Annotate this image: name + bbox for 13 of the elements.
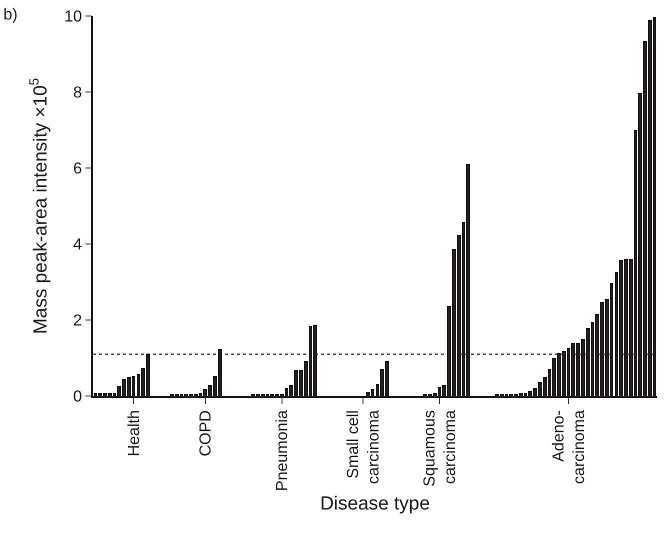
x-tick-label: Adeno- carcinoma <box>550 410 588 484</box>
chart-title: b) <box>3 6 18 24</box>
y-tick-label: 0 <box>73 388 82 406</box>
x-tick-label: Pneumonia <box>274 410 291 492</box>
y-tick-label: 4 <box>73 236 82 254</box>
x-axis-title: Disease type <box>320 493 430 514</box>
y-tick-label: 2 <box>73 312 82 330</box>
y-tick-label: 6 <box>73 160 82 178</box>
y-tick-label: 8 <box>73 84 82 102</box>
y-tick-label: 10 <box>64 8 82 26</box>
x-tick-label: Small cell carcinoma <box>344 410 383 484</box>
x-tick-label: Health <box>126 410 143 456</box>
x-tick-label: COPD <box>198 410 215 456</box>
